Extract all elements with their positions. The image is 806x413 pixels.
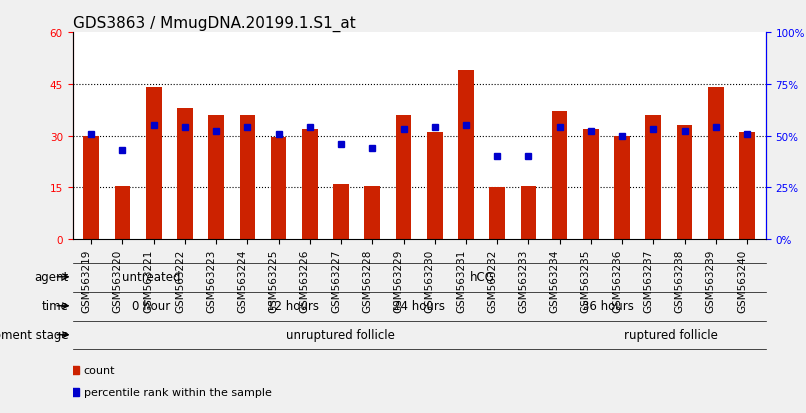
Bar <box>177 109 193 240</box>
Text: hCG: hCG <box>470 271 495 284</box>
Bar <box>614 136 629 240</box>
Bar <box>271 138 286 240</box>
Bar <box>646 116 661 240</box>
Text: 36 hours: 36 hours <box>582 299 634 313</box>
Bar <box>302 129 318 240</box>
Text: development stage: development stage <box>0 328 69 342</box>
Text: 0 hour: 0 hour <box>132 299 170 313</box>
Bar <box>333 185 349 240</box>
Text: 24 hours: 24 hours <box>393 299 445 313</box>
Bar <box>146 88 161 240</box>
Bar <box>677 126 692 240</box>
Bar <box>396 116 411 240</box>
Bar <box>364 186 380 240</box>
Text: time: time <box>42 299 69 313</box>
Text: unruptured follicle: unruptured follicle <box>286 328 395 342</box>
Bar <box>552 112 567 240</box>
Bar <box>209 116 224 240</box>
Bar <box>84 136 99 240</box>
Bar <box>489 188 505 240</box>
Bar <box>708 88 724 240</box>
Text: untreated: untreated <box>122 271 181 284</box>
Bar <box>583 129 599 240</box>
Text: 12 hours: 12 hours <box>267 299 319 313</box>
Bar <box>239 116 256 240</box>
Bar <box>458 71 474 240</box>
Text: count: count <box>84 365 115 375</box>
Text: percentile rank within the sample: percentile rank within the sample <box>84 387 272 397</box>
Text: agent: agent <box>35 271 69 284</box>
Bar <box>521 186 536 240</box>
Bar <box>427 133 442 240</box>
Text: ruptured follicle: ruptured follicle <box>624 328 718 342</box>
Bar <box>739 133 754 240</box>
Bar <box>114 186 131 240</box>
Text: GDS3863 / MmugDNA.20199.1.S1_at: GDS3863 / MmugDNA.20199.1.S1_at <box>73 16 355 32</box>
